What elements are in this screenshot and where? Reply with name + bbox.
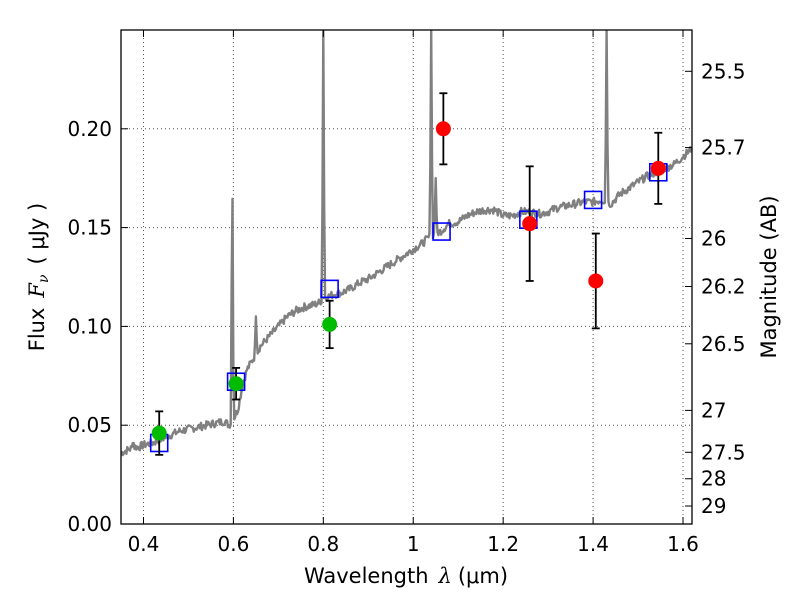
y-axis-label-unit: ( μJy ) bbox=[25, 203, 49, 265]
x-tick-label: 1.4 bbox=[577, 532, 609, 556]
plot-frame bbox=[120, 29, 693, 525]
y-axis-ticks: 0.00 0.05 0.10 0.15 0.20 bbox=[67, 117, 128, 536]
x-axis-label-symbol: λ bbox=[438, 564, 452, 588]
y-axis-label-prefix: Flux bbox=[25, 308, 49, 352]
y-tick-label: 0.00 bbox=[67, 512, 112, 536]
x-axis-label-prefix: Wavelength bbox=[304, 564, 429, 588]
y2-tick-label: 26.5 bbox=[701, 332, 746, 356]
model-point-marker bbox=[432, 222, 451, 241]
y2-tick-label: 25.5 bbox=[701, 59, 746, 83]
y-tick-label: 0.20 bbox=[67, 117, 112, 141]
y2-tick-label: 25.7 bbox=[701, 136, 746, 160]
observed-point-marker bbox=[588, 273, 604, 289]
y2-tick-label: 26 bbox=[701, 226, 726, 250]
observed-point-marker bbox=[151, 425, 167, 441]
y-axis-label-symbol: F bbox=[25, 282, 49, 299]
x-axis-ticks: 0.4 0.6 0.8 1 1.2 1.4 1.6 bbox=[128, 30, 699, 556]
y2-tick-label: 27 bbox=[701, 398, 726, 422]
observed-point-marker bbox=[435, 121, 451, 137]
spectrum-line bbox=[121, 30, 692, 457]
x-tick-label: 0.6 bbox=[217, 532, 249, 556]
y2-tick-label: 26.2 bbox=[701, 274, 746, 298]
x-axis-label-unit: (μm) bbox=[458, 564, 508, 588]
model-point-marker bbox=[583, 190, 603, 210]
observed-point-marker bbox=[228, 376, 244, 392]
y-tick-label: 0.15 bbox=[67, 216, 112, 240]
y2-axis-label: Magnitude (AB) bbox=[757, 195, 781, 358]
x-tick-label: 1.2 bbox=[487, 532, 519, 556]
y-tick-label: 0.05 bbox=[67, 413, 112, 437]
observed-point-marker bbox=[322, 316, 338, 332]
y2-tick-label: 29 bbox=[701, 494, 726, 518]
observed-point-marker bbox=[522, 216, 538, 232]
observed-point-marker bbox=[650, 160, 666, 176]
observed-points-series bbox=[151, 92, 666, 456]
y-tick-label: 0.10 bbox=[67, 314, 112, 338]
y2-tick-label: 27.5 bbox=[701, 440, 746, 464]
y-axis-label-subscript: ν bbox=[36, 274, 52, 283]
model-points-series bbox=[149, 162, 668, 453]
x-axis-label: Wavelength λ (μm) bbox=[304, 564, 508, 588]
y2-axis-ticks: 25.5 25.7 26 26.2 26.5 27 27.5 28 29 bbox=[685, 59, 746, 518]
x-tick-label: 0.8 bbox=[307, 532, 339, 556]
y-axis-label: Flux Fν ( μJy ) bbox=[25, 203, 52, 351]
x-tick-label: 1 bbox=[407, 532, 420, 556]
x-tick-label: 0.4 bbox=[128, 532, 160, 556]
model-point-marker bbox=[320, 279, 339, 299]
spectrum-series bbox=[121, 30, 692, 457]
y2-tick-label: 28 bbox=[701, 467, 726, 491]
x-tick-label: 1.6 bbox=[667, 532, 699, 556]
